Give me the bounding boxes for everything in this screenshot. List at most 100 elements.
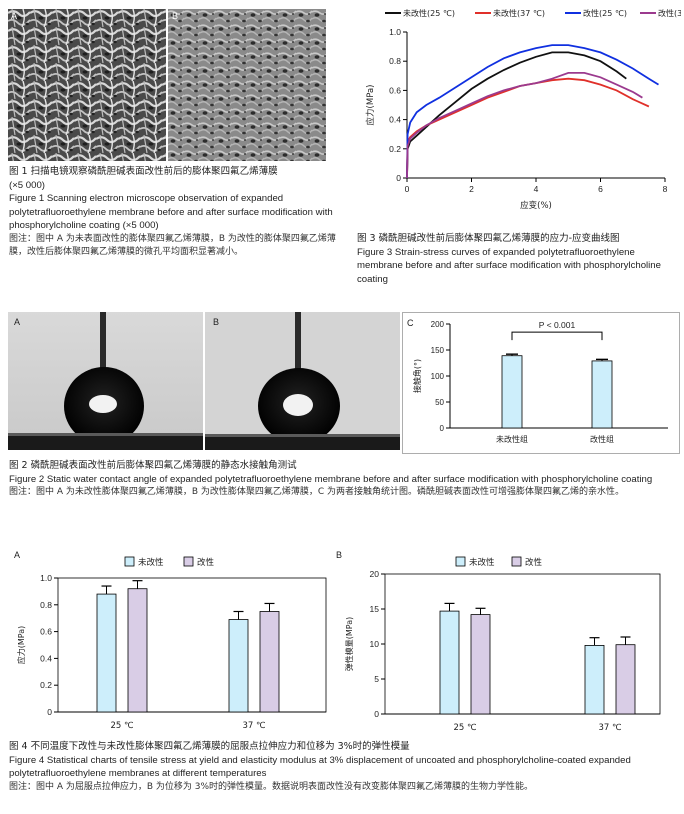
legend-swatch [183, 556, 194, 567]
y-tick-label: 0 [396, 173, 401, 183]
y-tick-label: 150 [431, 346, 445, 355]
bar [501, 355, 523, 429]
y-tick-label: 0.6 [40, 627, 52, 637]
x-tick-label: 25 ℃ [453, 723, 477, 733]
legend-label: 改性 [525, 557, 543, 568]
panel-label-a: A [14, 317, 21, 327]
y-tick-label: 0 [440, 424, 445, 433]
x-tick-label: 37 ℃ [242, 721, 266, 731]
figure4b-bar-chart: 0 5 10 15 20 弹性模量(MPa) 25 ℃ 37 ℃ 未改性 改性 [344, 556, 661, 733]
figure3-title-en: Figure 3 Strain-stress curves of expande… [357, 246, 661, 285]
y-tick-label: 100 [431, 372, 445, 381]
figure4a-bar-chart: 0 0.2 0.4 0.6 0.8 1.0 应力(MPa) 25 ℃ 37 ℃ 未改性 改性 [16, 556, 327, 731]
legend-label: 改性 [197, 557, 215, 568]
x-tick-label: 25 ℃ [110, 721, 134, 731]
bar [591, 360, 613, 429]
figure3-line-chart: 0 0.2 0.4 0.6 0.8 1.0 0 2 4 6 8 应变(%) 应力(MPa) 未改性(25 … [365, 8, 681, 211]
x-tick-label: 0 [405, 184, 410, 194]
x-tick-label: 37 ℃ [598, 723, 622, 733]
y-tick-label: 0.2 [389, 144, 401, 154]
figure2c-bar-chart: 0 50 100 150 200 接触角(°) 未改性组 改性组 P < 0.001 [402, 312, 680, 454]
x-tick-label: 2 [469, 184, 474, 194]
panel-label-b: B [172, 11, 179, 21]
bar [439, 610, 460, 715]
sem-image-modified: B [168, 9, 326, 161]
y-axis-label: 接触角(°) [412, 359, 422, 393]
x-tick-label: 改性组 [590, 434, 614, 444]
bar [615, 644, 636, 715]
panel-label-b: B [336, 550, 343, 560]
panel-label-c: C [407, 318, 414, 328]
figure4-caption: 图 4 不同温度下改性与未改性膨体聚四氟乙烯薄膜的屈服点拉伸应力和位移为 3%时… [9, 740, 677, 794]
y-tick-label: 200 [431, 320, 445, 329]
x-tick-label: 8 [663, 184, 668, 194]
y-tick-label: 5 [374, 674, 379, 684]
legend-label: 未改性 [138, 557, 164, 568]
figure1-title-en: Figure 1 Scanning electron microscope ob… [9, 193, 333, 231]
y-tick-label: 50 [435, 398, 444, 407]
series-line [406, 72, 643, 179]
legend-label: 未改性(37 ℃) [493, 8, 545, 18]
figure2-note: 图注：图中 A 为未改性膨体聚四氟乙烯薄膜，B 为改性膨体聚四氟乙烯薄膜，C 为… [9, 487, 625, 497]
panel-label-a: A [11, 11, 18, 21]
y-tick-label: 1.0 [40, 573, 52, 583]
contact-angle-photo-modified: B [205, 312, 400, 450]
x-tick-label: 未改性组 [496, 434, 528, 444]
droplet-scene-b [205, 312, 400, 450]
bar [228, 619, 249, 713]
figure1-title-cn-mag: (×5 000) [9, 179, 45, 191]
figure3-caption: 图 3 磷酰胆碱改性前后膨体聚四氟乙烯薄膜的应力-应变曲线图 Figure 3 … [357, 232, 679, 286]
figure2-title-en: Figure 2 Static water contact angle of e… [9, 473, 653, 485]
legend-label: 改性(25 ℃) [583, 8, 627, 18]
sem-image-unmodified: A [8, 9, 166, 161]
bar [96, 593, 117, 713]
figure1-title-cn: 图 1 扫描电镜观察磷酰胆碱表面改性前后的膨体聚四氟乙烯薄膜 [9, 166, 278, 177]
droplet-scene-a [8, 312, 203, 450]
y-tick-label: 0.8 [389, 56, 401, 66]
legend-label: 改性(37 ℃) [658, 8, 681, 18]
y-tick-label: 0.4 [389, 115, 401, 125]
significance-bracket [511, 331, 603, 341]
legend-label: 未改性 [469, 557, 495, 568]
significance-label: P < 0.001 [539, 320, 576, 330]
legend-label: 未改性(25 ℃) [403, 8, 455, 18]
y-tick-label: 1.0 [389, 27, 401, 37]
y-tick-label: 15 [370, 604, 380, 614]
sem-texture-a [8, 9, 166, 161]
y-axis-label: 应力(MPa) [16, 626, 26, 665]
series-line [406, 51, 627, 179]
figure1-caption: 图 1 扫描电镜观察磷酰胆碱表面改性前后的膨体聚四氟乙烯薄膜 (×5 000) … [9, 165, 339, 260]
y-tick-label: 0 [47, 707, 52, 717]
y-axis-label: 应力(MPa) [365, 85, 376, 126]
x-tick-label: 6 [598, 184, 603, 194]
figure4-title-en: Figure 4 Statistical charts of tensile s… [9, 754, 631, 780]
y-tick-label: 0.8 [40, 600, 52, 610]
legend-swatch [124, 556, 135, 567]
y-tick-label: 0.2 [40, 680, 52, 690]
x-tick-label: 4 [534, 184, 539, 194]
bar [127, 588, 148, 713]
y-tick-label: 20 [370, 569, 380, 579]
panel-label-a: A [14, 550, 21, 560]
sem-texture-b [168, 9, 326, 161]
figure4-note: 图注：图中 A 为屈服点拉伸应力，B 为位移为 3%时的弹性模量。数据说明表面改… [9, 781, 534, 792]
legend-swatch [455, 556, 466, 567]
y-axis-label: 弹性模量(MPa) [344, 617, 354, 672]
series-line [406, 44, 659, 179]
y-tick-label: 0 [374, 709, 379, 719]
bar [584, 645, 605, 715]
figure2-caption: 图 2 磷酰胆碱表面改性前后膨体聚四氟乙烯薄膜的静态水接触角测试 Figure … [9, 459, 677, 500]
x-axis-label: 应变(%) [520, 200, 552, 211]
legend-swatch [511, 556, 522, 567]
figure3-title-cn: 图 3 磷酰胆碱改性前后膨体聚四氟乙烯薄膜的应力-应变曲线图 [357, 233, 620, 244]
contact-angle-photo-unmodified: A [8, 312, 203, 450]
figure1-note: 图注：图中 A 为未表面改性的膨体聚四氟乙烯薄膜，B 为改性的膨体聚四氟乙烯薄膜… [9, 233, 336, 258]
bar [470, 614, 491, 715]
panel-frame [402, 312, 680, 454]
y-tick-label: 0.6 [389, 85, 401, 95]
y-tick-label: 0.4 [40, 653, 52, 663]
bar [259, 611, 280, 713]
y-tick-label: 10 [370, 639, 380, 649]
figure2-title-cn: 图 2 磷酰胆碱表面改性前后膨体聚四氟乙烯薄膜的静态水接触角测试 [9, 460, 297, 471]
series-line [406, 77, 650, 179]
